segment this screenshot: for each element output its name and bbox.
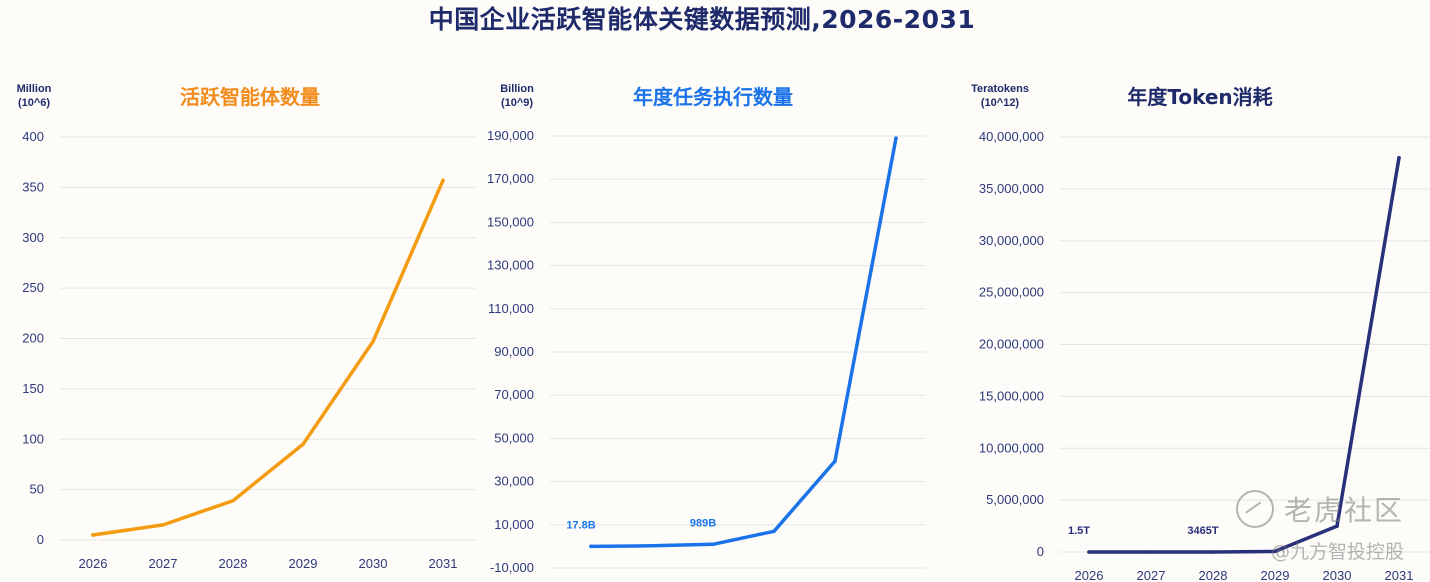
y-unit-sublabel: (10^12) — [981, 97, 1020, 109]
data-label: 3465T — [1187, 525, 1218, 537]
watermark-sub: @九方智投控股 — [1270, 541, 1404, 563]
series-line — [1087, 156, 1401, 554]
y-tick-label: 300 — [22, 230, 44, 245]
y-unit-label: Teratokens — [971, 83, 1029, 95]
x-tick-label: 2029 — [289, 556, 318, 571]
x-tick-label: 2026 — [1075, 568, 1104, 582]
y-tick-label: 150,000 — [487, 214, 534, 229]
data-point — [650, 543, 654, 548]
y-tick-label: 170,000 — [487, 171, 534, 186]
x-tick-label: 2030 — [1323, 568, 1352, 582]
y-tick-label: 30,000,000 — [979, 233, 1044, 248]
x-tick-label: 2027 — [149, 556, 178, 571]
y-tick-label: 100 — [22, 431, 44, 446]
y-tick-label: -10,000 — [490, 560, 534, 575]
y-tick-label: 20,000,000 — [979, 337, 1044, 352]
data-point — [1087, 550, 1091, 554]
y-tick-label: 10,000,000 — [979, 440, 1044, 455]
y-unit-sublabel: (10^6) — [18, 97, 50, 109]
y-tick-label: 250 — [22, 280, 44, 295]
data-point — [441, 178, 445, 183]
y-tick-label: 25,000,000 — [979, 285, 1044, 300]
y-tick-label: 200 — [22, 331, 44, 346]
data-point — [1273, 549, 1277, 554]
data-point — [772, 529, 776, 534]
y-unit-label: Million — [17, 83, 52, 95]
watermark-main: 老虎社区 — [1283, 494, 1404, 527]
y-unit-label: Billion — [500, 83, 534, 95]
x-tick-label: 2029 — [1261, 568, 1290, 582]
y-tick-label: 350 — [22, 179, 44, 194]
y-unit-sublabel: (10^9) — [501, 97, 533, 109]
series-line — [91, 178, 445, 537]
watermark: 老虎社区 @九方智投控股 — [1235, 489, 1404, 564]
tiger-logo-icon — [1235, 490, 1274, 528]
data-point — [161, 523, 165, 527]
data-point — [1211, 550, 1215, 554]
y-tick-label: 10,000 — [494, 517, 534, 532]
data-point — [711, 542, 715, 547]
data-label: 1.5T — [1068, 525, 1090, 537]
x-tick-label: 2031 — [1385, 568, 1414, 582]
data-point — [371, 339, 375, 344]
data-point — [833, 459, 837, 463]
data-point — [91, 533, 95, 537]
x-tick-label: 2027 — [1137, 568, 1166, 582]
y-tick-label: 400 — [22, 129, 44, 144]
data-point — [301, 442, 305, 447]
y-tick-label: 70,000 — [494, 387, 534, 402]
chart-token-consumption: Teratokens (10^12) 年度Token消耗 0 5,000,000 10,0… — [971, 83, 1430, 582]
x-tick-label: 2030 — [359, 556, 388, 571]
x-tick-label: 2028 — [1199, 568, 1228, 582]
y-tick-label: 150 — [22, 381, 44, 396]
data-point — [1397, 155, 1401, 160]
y-tick-label: 50,000 — [494, 430, 534, 445]
series-line — [589, 136, 898, 549]
data-label: 17.8B — [566, 519, 595, 531]
data-point — [894, 136, 898, 140]
y-tick-label: 90,000 — [494, 344, 534, 359]
chart-title: 年度任务执行数量 — [633, 85, 793, 109]
data-point — [589, 544, 593, 549]
y-tick-label: 15,000,000 — [979, 388, 1044, 403]
y-tick-label: 190,000 — [487, 128, 534, 143]
y-tick-label: 35,000,000 — [979, 181, 1044, 196]
y-tick-label: 0 — [37, 532, 44, 547]
data-label: 989B — [690, 517, 716, 529]
y-tick-label: 0 — [1037, 544, 1044, 559]
y-tick-label: 5,000,000 — [986, 492, 1044, 507]
y-tick-label: 50 — [30, 482, 44, 497]
chart-active-agents: Million (10^6) 活跃智能体数量 0 50 100 150 200 250 300 35… — [17, 83, 476, 571]
main-title: 中国企业活跃智能体关键数据预测,2026-2031 — [428, 5, 976, 34]
x-tick-label: 2031 — [429, 556, 458, 571]
data-point — [231, 498, 235, 503]
data-point — [1335, 524, 1339, 528]
chart-annual-tasks: Billion (10^9) 年度任务执行数量 -10,000 10,000 30,000… — [487, 83, 926, 575]
y-tick-label: 110,000 — [488, 301, 534, 316]
chart-title: 活跃智能体数量 — [180, 85, 320, 109]
x-tick-label: 2028 — [219, 556, 248, 571]
x-tick-label: 2026 — [79, 556, 108, 571]
chart-title: 年度Token消耗 — [1127, 85, 1272, 109]
y-tick-label: 40,000,000 — [979, 129, 1044, 144]
y-tick-label: 30,000 — [494, 474, 534, 489]
data-point — [1149, 550, 1153, 554]
y-tick-label: 130,000 — [487, 258, 534, 273]
